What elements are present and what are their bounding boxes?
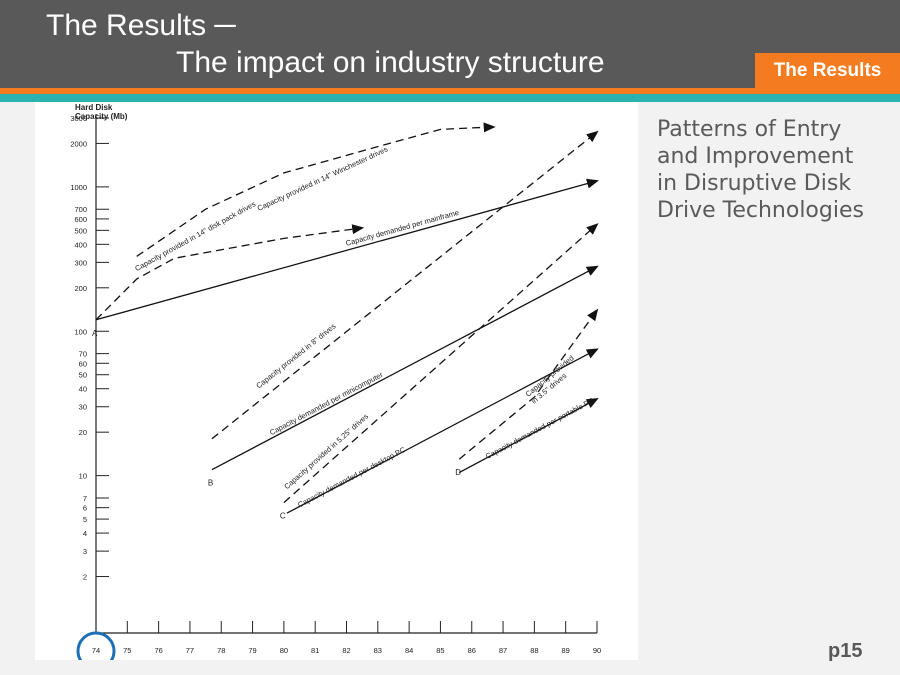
y-tick-label: 1000 — [70, 183, 87, 192]
y-tick-label: 500 — [74, 226, 87, 235]
page-number: p15 — [828, 640, 863, 662]
x-tick-label: 76 — [154, 646, 162, 655]
slide-title-line-2: The impact on industry structure — [176, 46, 605, 79]
x-tick-label: 86 — [468, 646, 476, 655]
series-line — [136, 122, 496, 257]
y-tick-label: 70 — [79, 350, 87, 359]
y-tick-label: 40 — [79, 385, 87, 394]
series-label: Capacity provided in 14" Winchester driv… — [256, 145, 389, 213]
series-label: Capacity provided in 14" disk pack drive… — [133, 199, 257, 273]
x-tick-label: 80 — [280, 646, 288, 655]
y-tick-label: 6 — [83, 504, 87, 513]
teal-accent-stripe — [0, 94, 900, 102]
x-tick-label: 79 — [248, 646, 256, 655]
series-point-label: A — [92, 329, 98, 338]
header-bar: The Results ─ The impact on industry str… — [0, 0, 900, 88]
series-line — [458, 308, 599, 460]
side-caption: Patterns of Entry and Improvement in Dis… — [657, 116, 892, 224]
x-tick-label: 85 — [436, 646, 444, 655]
x-tick-label: 89 — [562, 646, 570, 655]
series-line — [95, 224, 365, 321]
series-line — [283, 223, 599, 504]
y-tick-label: 5 — [83, 515, 87, 524]
x-tick-label: 88 — [530, 646, 538, 655]
series-line — [286, 348, 599, 514]
y-tick-label: 10 — [79, 472, 87, 481]
y-tick-label: 2000 — [70, 139, 87, 148]
series-line — [211, 130, 599, 440]
x-tick-label: 78 — [217, 646, 225, 655]
x-tick-label: 84 — [405, 646, 413, 655]
y-tick-label: 600 — [74, 215, 87, 224]
y-tick-label: 20 — [79, 428, 87, 437]
y-tick-label: 30 — [79, 403, 87, 412]
y-tick-label: 400 — [74, 240, 87, 249]
series-label: Capacity demanded per portable PC — [484, 396, 596, 461]
y-tick-label: 100 — [74, 327, 87, 336]
y-tick-label: 3000 — [70, 114, 87, 123]
series-point-label: D — [455, 468, 461, 477]
x-tick-label: 83 — [374, 646, 382, 655]
y-tick-label: 4 — [83, 529, 87, 538]
y-axis-label: Capacity (Mb) — [75, 112, 128, 121]
highlight-circle — [76, 631, 116, 660]
x-tick-label: 82 — [342, 646, 350, 655]
side-caption-line: Drive Technologies — [657, 198, 864, 223]
y-tick-label: 60 — [79, 359, 87, 368]
x-tick-label: 77 — [186, 646, 194, 655]
y-tick-label: 50 — [79, 371, 87, 380]
y-axis-label: Hard Disk — [75, 103, 113, 112]
y-tick-label: 700 — [74, 205, 87, 214]
x-tick-label: 87 — [499, 646, 507, 655]
y-tick-label: 2 — [83, 573, 87, 582]
side-caption-line: in Disruptive Disk — [657, 171, 852, 196]
x-tick-label: 90 — [593, 646, 601, 655]
y-tick-label: 200 — [74, 284, 87, 293]
series-line — [95, 178, 599, 321]
slide-title-line-1: The Results ─ — [46, 9, 236, 42]
series-point-label: C — [280, 512, 286, 521]
x-tick-label: 75 — [123, 646, 131, 655]
chart-figure: Hard Disk Capacity (Mb) 2 3 4 5 6 7 10 20 30 40 50 60… — [35, 102, 638, 660]
y-tick-label: 7 — [83, 494, 87, 503]
y-tick-label: 300 — [74, 258, 87, 267]
series-line — [458, 397, 599, 474]
x-tick-label: 81 — [311, 646, 319, 655]
series-label: Capacity demanded per desktop PC — [296, 445, 407, 510]
x-tick-label: 74 — [92, 646, 100, 655]
side-caption-line: and Improvement — [657, 144, 854, 169]
orange-accent-stripe — [0, 88, 900, 94]
side-caption-line: Patterns of Entry — [657, 117, 842, 142]
y-tick-label: 3 — [83, 547, 87, 556]
series-point-label: B — [208, 479, 213, 488]
series-label: Capacity provided in 8" drives — [254, 321, 337, 390]
series-line — [211, 265, 599, 471]
section-tag: The Results — [755, 53, 900, 88]
